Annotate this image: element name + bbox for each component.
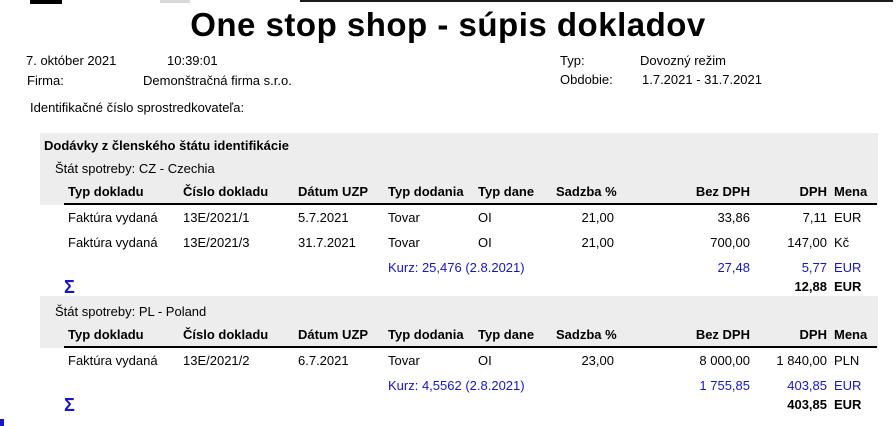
column-header: Sadzba % [556,184,617,199]
cell-sadzba: 21,00 [581,210,614,225]
screen-artifact-bottom-left [0,419,4,426]
cell-mena: EUR [834,210,862,225]
cell-bez-dph: 8 000,00 [699,353,750,368]
column-header: DPH [799,327,827,342]
column-header: DPH [799,184,827,199]
exchange-rate-row: Kurz: 25,476 (2.8.2021) 27,48 5,77 EUR [68,255,896,280]
table-header-underline: Typ dokladu Číslo dokladu Dátum UZP Typ dod… [64,324,877,348]
cell-bez-dph: 700,00 [710,235,750,250]
section-band: Dodávky z členského štátu identifikácie Š… [40,133,878,205]
table-row: Faktúra vydaná 13E/2021/1 5.7.2021 Tovar OI 2… [68,205,896,230]
cell-dph: 5,77 [801,260,827,275]
column-header: Sadzba % [556,327,617,342]
report-date: 7. október 2021 [26,53,117,68]
sigma-total-icon: Σ [64,395,75,415]
intermediary-label: Identifikačné číslo sprostredkovateľa: [30,100,245,115]
cell-dph: 403,85 [787,378,827,393]
cell-dph: 147,00 [787,235,827,250]
period-value: 1.7.2021 - 31.7.2021 [642,72,762,87]
cell-mena: EUR [834,378,862,393]
column-header: Typ dodania [388,327,464,342]
section-total-row: Σ 403,85 EUR [64,395,896,415]
column-header: Číslo dokladu [183,327,269,342]
cell-typ-dokladu: Faktúra vydaná [68,210,158,225]
cell-cislo-dokladu: 13E/2021/2 [183,353,250,368]
cell-dph: 7,11 [802,210,827,225]
column-header: Typ dodania [388,184,464,199]
screen-artifact-top-smudge [160,0,190,3]
cell-dph: 1 840,00 [776,353,827,368]
company-value: Demonštračná firma s.r.o. [143,73,292,88]
screen-artifact-top-line [300,0,893,2]
cell-datum-uzp: 5.7.2021 [298,210,349,225]
column-header: Typ dane [478,184,535,199]
period-label: Obdobie: [560,72,613,87]
report-body: Dodávky z členského štátu identifikácie Š… [0,133,896,414]
table-header-row: Typ dokladu Číslo dokladu Dátum UZP Typ dod… [64,324,877,346]
exchange-rate-label: Kurz: 25,476 (2.8.2021) [388,260,525,275]
table-header-underline: Typ dokladu Číslo dokladu Dátum UZP Typ dod… [64,181,877,205]
cell-datum-uzp: 31.7.2021 [298,235,356,250]
column-header: Bez DPH [695,184,750,199]
cell-mena: EUR [834,260,862,275]
total-mena: EUR [834,397,862,412]
cell-datum-uzp: 6.7.2021 [298,353,349,368]
spacer [68,373,388,398]
cell-cislo-dokladu: 13E/2021/3 [183,235,250,250]
sigma-total-icon: Σ [64,277,75,297]
state-of-consumption-label: Štát spotreby: CZ - Czechia [55,161,215,176]
cell-cislo-dokladu: 13E/2021/1 [183,210,250,225]
cell-typ-dokladu: Faktúra vydaná [68,353,158,368]
total-dph: 12,88 [794,279,827,294]
total-mena: EUR [834,279,862,294]
column-header: Mena [834,327,868,342]
type-label: Typ: [560,53,585,68]
column-header: Typ dokladu [68,327,144,342]
table-rows: Faktúra vydaná 13E/2021/2 6.7.2021 Tovar OI 2… [68,348,896,398]
exchange-rate-label: Kurz: 4,5562 (2.8.2021) [388,378,525,393]
cell-bez-dph: 27,48 [717,260,750,275]
cell-sadzba: 21,00 [581,235,614,250]
total-dph: 403,85 [787,397,827,412]
cell-sadzba: 23,00 [581,353,614,368]
column-header: Číslo dokladu [183,184,269,199]
state-of-consumption-label: Štát spotreby: PL - Poland [55,304,207,319]
report-title: One stop shop - súpis dokladov [190,6,706,43]
cell-typ-dodania: Tovar [388,353,420,368]
cell-typ-dodania: Tovar [388,210,420,225]
cell-mena: PLN [834,353,860,368]
column-header: Typ dane [478,327,535,342]
cell-typ-dane: OI [478,353,492,368]
screen-artifact-top-left [30,0,62,4]
cell-typ-dokladu: Faktúra vydaná [68,235,158,250]
cell-bez-dph: 1 755,85 [699,378,750,393]
table-row: Faktúra vydaná 13E/2021/3 31.7.2021 Tovar OI… [68,230,896,255]
section-title: Dodávky z členského štátu identifikácie [44,138,289,153]
exchange-rate-row: Kurz: 4,5562 (2.8.2021) 1 755,85 403,85 EUR [68,373,896,398]
report-time: 10:39:01 [167,53,218,68]
section-total-row: Σ 12,88 EUR [64,277,896,297]
column-header: Mena [834,184,868,199]
section-band: Štát spotreby: PL - Poland Typ dokladu Čís… [40,296,878,348]
cell-bez-dph: 33,86 [717,210,750,225]
cell-typ-dodania: Tovar [388,235,420,250]
column-header: Typ dokladu [68,184,144,199]
cell-typ-dane: OI [478,210,492,225]
type-value: Dovozný režim [640,53,726,68]
column-header: Dátum UZP [298,184,369,199]
cell-typ-dane: OI [478,235,492,250]
table-header-row: Typ dokladu Číslo dokladu Dátum UZP Typ dod… [64,181,877,203]
table-rows: Faktúra vydaná 13E/2021/1 5.7.2021 Tovar OI 2… [68,205,896,280]
column-header: Dátum UZP [298,327,369,342]
spacer [68,255,388,280]
cell-mena: Kč [834,235,850,250]
company-label: Firma: [27,73,64,88]
table-row: Faktúra vydaná 13E/2021/2 6.7.2021 Tovar OI 2… [68,348,896,373]
column-header: Bez DPH [695,327,750,342]
